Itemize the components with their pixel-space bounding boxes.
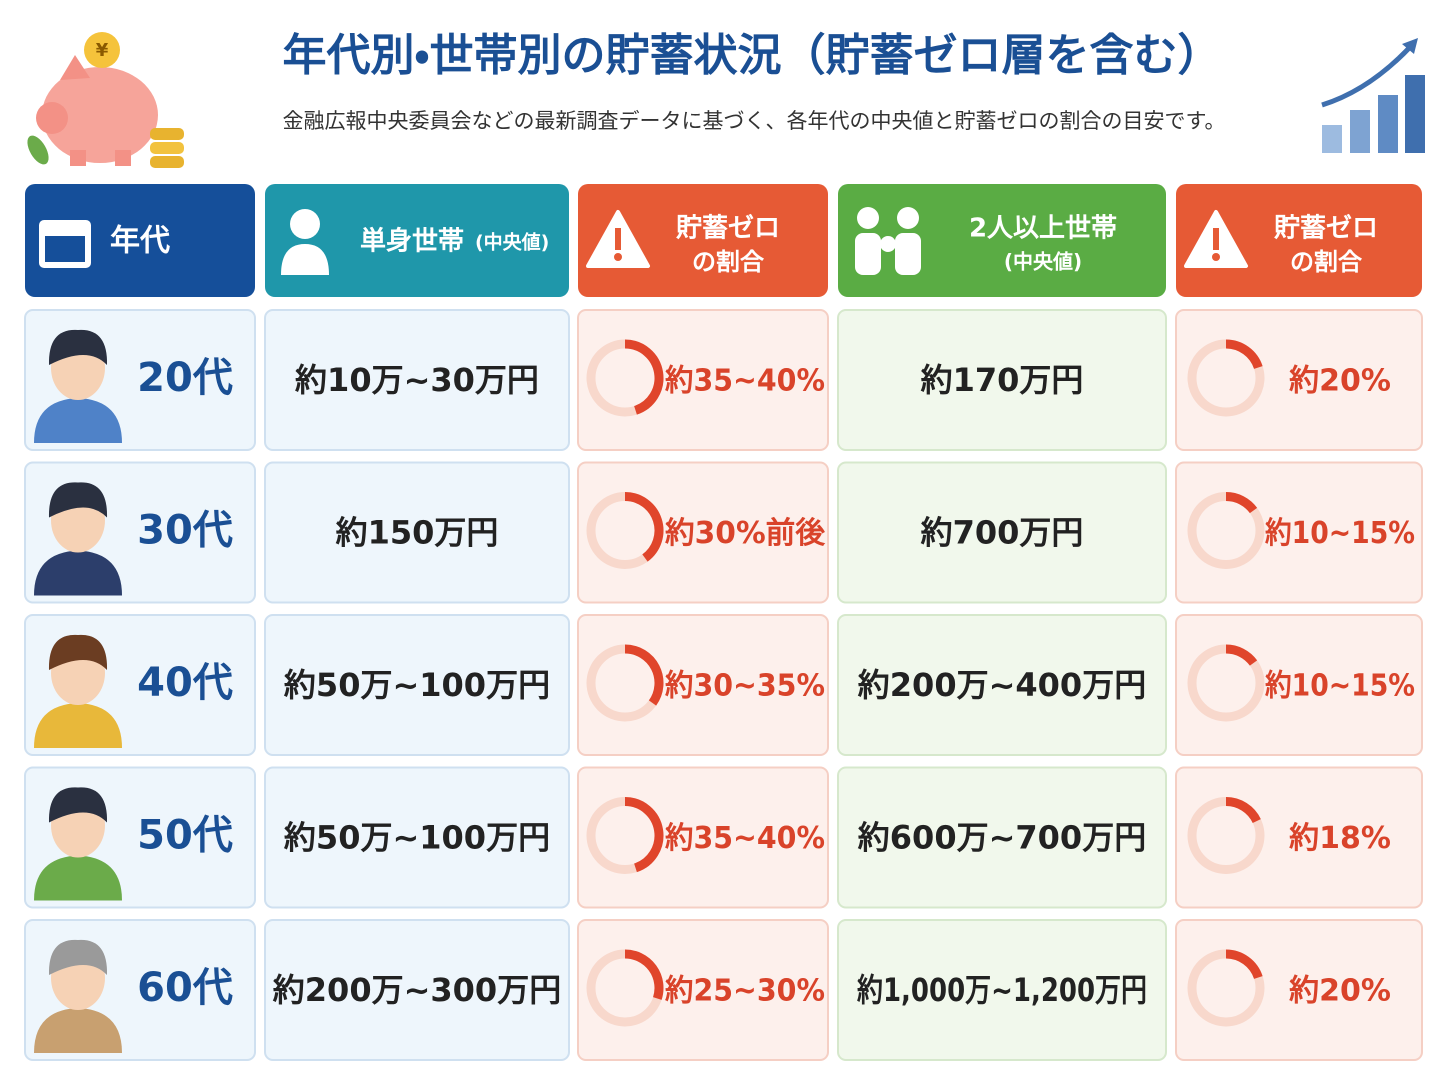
ring-arc — [624, 492, 664, 562]
avatar — [34, 398, 122, 443]
column-note: の割合 — [692, 248, 765, 276]
ring-arc — [1225, 492, 1258, 514]
single-zero-rate: 約35~40% — [665, 821, 825, 856]
ring-arc — [1225, 949, 1263, 980]
avatar — [48, 634, 108, 670]
family-median: 約200万~400万円 — [858, 666, 1146, 704]
single-median: 約50万~100万円 — [284, 666, 550, 704]
single-median: 約50万~100万円 — [284, 819, 550, 857]
column-header — [265, 184, 569, 297]
family-median: 約600万~700万円 — [858, 819, 1146, 857]
age-label: 50代 — [137, 813, 233, 859]
age-label: 30代 — [137, 508, 233, 554]
column-note: (中央値) — [1004, 250, 1082, 274]
ring-arc — [624, 339, 664, 415]
column-label: 単身世帯 — [360, 227, 464, 257]
single-zero-rate: 約30%前後 — [665, 516, 826, 551]
column-label: 2人以上世帯 — [969, 214, 1117, 244]
single-zero-rate: 約35~40% — [665, 364, 825, 399]
column-label: 貯蓄ゼロ — [676, 214, 780, 244]
age-label: 60代 — [137, 965, 233, 1011]
family-median: 約1,000万~1,200万円 — [857, 971, 1147, 1009]
cell — [837, 919, 1167, 1061]
avatar — [34, 855, 122, 901]
ring-arc — [1225, 339, 1263, 370]
subtitle: 金融広報中央委員会などの最新調査データに基づく、各年代の中央値と貯蓄ゼロの割合の… — [283, 109, 1226, 133]
growth-icon — [1321, 38, 1425, 153]
age-label: 40代 — [137, 660, 233, 706]
family-zero-rate: 約18% — [1289, 821, 1391, 856]
avatar — [48, 329, 108, 365]
cell — [837, 461, 1167, 604]
column-label: 貯蓄ゼロ — [1274, 214, 1378, 244]
warning-icon — [1213, 228, 1219, 250]
avatar — [34, 1008, 122, 1053]
calendar-icon — [45, 236, 85, 262]
cell — [837, 614, 1167, 756]
single-zero-rate: 約30~35% — [665, 669, 825, 704]
piggy-icon: ¥ — [27, 32, 184, 168]
column-header — [578, 184, 828, 297]
column-header — [25, 184, 255, 297]
family-zero-rate: 約10~15% — [1265, 669, 1415, 704]
avatar — [34, 703, 122, 748]
table: 年代 単身世帯 (中央値) 貯蓄ゼロの割合2人以上世帯(中央値)貯蓄ゼロの割合20代約… — [24, 184, 1423, 1061]
avatar — [34, 550, 122, 596]
family-icon — [897, 207, 919, 229]
cell — [837, 309, 1167, 451]
ring-arc — [624, 644, 664, 706]
coin-symbol: ¥ — [96, 40, 109, 61]
single-zero-rate: 約25~30% — [665, 974, 825, 1009]
cell — [264, 309, 570, 451]
cell — [837, 766, 1167, 909]
column-note: (中央値) — [475, 231, 549, 254]
warning-icon — [614, 253, 622, 261]
single-median: 約150万円 — [336, 514, 499, 552]
family-icon — [855, 233, 881, 275]
ring-arc — [624, 949, 664, 1000]
warning-icon — [615, 228, 621, 250]
family-zero-rate: 約20% — [1289, 974, 1391, 1009]
family-icon — [880, 236, 896, 252]
person-icon — [281, 244, 329, 275]
ring-arc — [1225, 797, 1261, 824]
cell — [264, 461, 570, 604]
family-zero-rate: 約20% — [1289, 364, 1391, 399]
avatar — [48, 482, 108, 518]
column-note: の割合 — [1290, 248, 1363, 276]
single-median: 約10万~30万円 — [295, 361, 539, 399]
cell — [264, 614, 570, 756]
title: 年代別・世帯別の貯蓄状況（貯蓄ゼロ層を含む） — [283, 30, 1222, 81]
avatar — [48, 787, 108, 823]
single-median: 約200万~300万円 — [273, 971, 561, 1009]
ring-arc — [624, 797, 664, 873]
family-icon — [857, 207, 879, 229]
column-label: 年代 — [110, 224, 170, 259]
ring-arc — [1225, 644, 1258, 666]
cell — [264, 919, 570, 1061]
avatar — [48, 939, 108, 975]
family-median: 約170万円 — [921, 361, 1084, 399]
person-icon — [290, 209, 320, 239]
warning-icon — [1212, 253, 1220, 261]
age-label: 20代 — [137, 355, 233, 401]
family-icon — [895, 233, 921, 275]
cell — [264, 766, 570, 909]
family-median: 約700万円 — [921, 514, 1084, 552]
column-header — [1176, 184, 1422, 297]
family-zero-rate: 約10~15% — [1265, 516, 1415, 551]
